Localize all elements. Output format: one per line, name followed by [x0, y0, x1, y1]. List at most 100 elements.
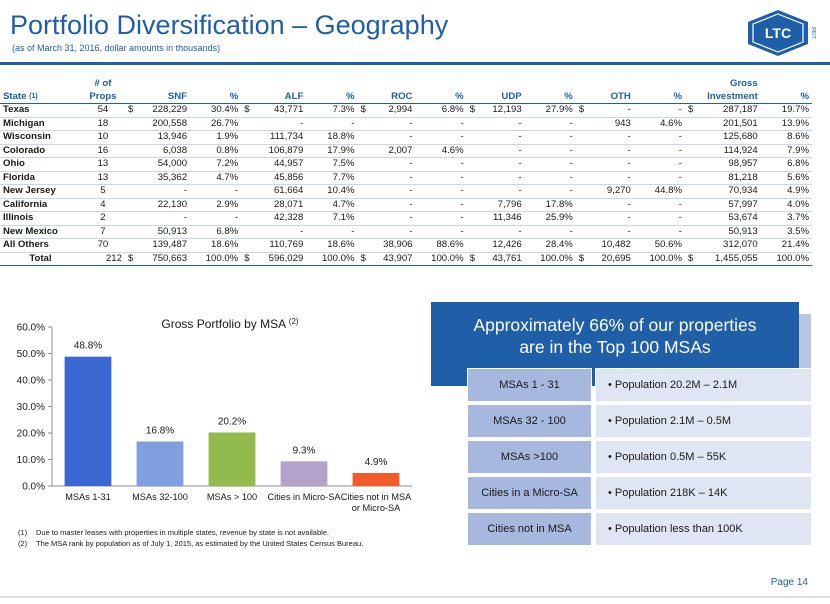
cell-udp-p: - — [524, 225, 576, 239]
cell-snf-p: 6.8% — [190, 225, 242, 239]
bar — [64, 356, 112, 486]
table-row: California 4 22,130 2.9% 28,071 4.7% - -7,796 17… — [0, 198, 812, 212]
cell-alf: 28,071 — [252, 198, 307, 212]
cell-udp: 12,426 — [477, 238, 525, 253]
cell-snf: 22,130 — [136, 198, 191, 212]
msa-population: • Population 20.2M – 2.1M — [595, 368, 812, 402]
cell-snf-p: - — [190, 184, 242, 199]
cell-alf-p: 7.1% — [306, 211, 358, 226]
cell-snf-c — [124, 211, 137, 226]
cell-udp: - — [477, 130, 525, 145]
cell-alf: 44,957 — [252, 157, 307, 172]
cell-gi-p: 5.6% — [760, 171, 812, 185]
cell-roc: - — [368, 225, 416, 239]
cell-state: Colorado — [0, 144, 81, 158]
column-header-top — [306, 78, 357, 91]
cell-snf-c — [124, 238, 137, 253]
x-tick-label: MSAs 32-100 — [132, 492, 188, 502]
cell-roc-p: 6.8% — [415, 103, 467, 118]
cell-snf-c — [124, 130, 137, 145]
cell-gi: 201,501 — [696, 117, 761, 131]
state-header-footnote-ref: (1) — [29, 92, 38, 100]
cell-oth-c: $ — [575, 103, 587, 118]
cell-udp-p: - — [524, 171, 576, 185]
cell-udp-c — [466, 211, 478, 226]
cell-gi: 98,957 — [696, 157, 761, 172]
cell-alf-c: $ — [241, 251, 253, 266]
cell-oth-p: - — [633, 103, 685, 118]
y-tick-label: 30.0% — [17, 402, 45, 413]
cell-alf-c — [241, 198, 253, 212]
cell-gi: 312,070 — [696, 238, 761, 253]
geography-table: # of Gross State (1) Props SNF% ALF% ROC% UDP%… — [0, 78, 812, 266]
column-header: OTH — [575, 90, 634, 104]
cell-alf-p: 7.7% — [306, 171, 358, 185]
cell-oth: - — [586, 130, 634, 145]
cell-roc: 38,906 — [368, 238, 416, 253]
cell-oth-p: 100.0% — [633, 251, 685, 266]
cell-roc: 2,994 — [368, 103, 416, 118]
column-header: SNF — [124, 90, 191, 104]
column-header-top — [467, 78, 525, 91]
table-body: Texas 54 $228,229 30.4% $43,771 7.3% $2,994 6.8… — [0, 103, 812, 266]
column-header-top — [241, 78, 306, 91]
cell-oth-p: - — [633, 157, 685, 172]
cell-snf-c — [124, 198, 137, 212]
table-row: Colorado 16 6,038 0.8% 106,879 17.9% 2,007 4.6%… — [0, 144, 812, 158]
cell-alf-c — [241, 238, 253, 253]
cell-gi-p: 6.8% — [760, 157, 812, 172]
cell-oth: - — [586, 171, 634, 185]
cell-roc-c — [357, 171, 369, 185]
cell-udp-c — [466, 198, 478, 212]
cell-alf-c: $ — [241, 103, 253, 118]
cell-alf-c — [241, 130, 253, 145]
column-header-top — [576, 78, 634, 91]
footnote-2: (2) The MSA rank by population as of July… — [18, 539, 364, 548]
bar-value-label: 4.9% — [365, 457, 388, 468]
cell-oth: 943 — [586, 117, 634, 131]
table-row: Michigan 18 200,558 26.7% - - - - - -943 4.6% 201,5… — [0, 117, 812, 131]
msa-label: MSAs >100 — [467, 440, 592, 474]
column-header-top — [415, 78, 466, 91]
y-tick-label: 10.0% — [17, 455, 45, 466]
cell-snf-c — [124, 225, 137, 239]
footnote-1: (1) Due to master leases with properties … — [18, 528, 330, 537]
cell-roc-p: - — [415, 157, 467, 172]
cell-snf-p: 2.9% — [190, 198, 242, 212]
cell-state: Florida — [0, 171, 81, 185]
cell-state: New Jersey — [0, 184, 81, 199]
cell-snf-p: - — [190, 211, 242, 226]
cell-props: 10 — [80, 130, 125, 145]
cell-oth-p: 50.6% — [633, 238, 685, 253]
cell-snf: 139,487 — [136, 238, 191, 253]
table-row: New Mexico 7 50,913 6.8% - - - - - - - -50,913 3.5% — [0, 225, 812, 239]
cell-oth-c — [575, 130, 587, 145]
cell-udp-c — [466, 238, 478, 253]
msa-label: MSAs 1 - 31 — [467, 368, 592, 402]
cell-roc-p: - — [415, 130, 467, 145]
cell-udp-c — [466, 184, 478, 199]
cell-oth: - — [586, 144, 634, 158]
cell-gi: 50,913 — [696, 225, 761, 239]
msa-row: MSAs 1 - 31 • Population 20.2M – 2.1M — [467, 368, 812, 402]
cell-snf: 50,913 — [136, 225, 191, 239]
msa-label: Cities in a Micro-SA — [467, 476, 592, 510]
cell-snf-p: 26.7% — [190, 117, 242, 131]
cell-alf: - — [252, 117, 307, 131]
msa-population: • Population 0.5M – 55K — [595, 440, 812, 474]
footer-rule — [0, 596, 830, 598]
cell-roc: - — [368, 157, 416, 172]
table-header: State (1) Props SNF% ALF% ROC% UDP% OTH% Invest… — [0, 90, 812, 104]
y-tick-label: 60.0% — [17, 323, 45, 334]
cell-alf-p: 100.0% — [306, 251, 358, 266]
cell-state: Michigan — [0, 117, 81, 131]
cell-roc-p: 4.6% — [415, 144, 467, 158]
cell-roc-p: - — [415, 117, 467, 131]
x-tick-label: Cities not in MSA — [341, 492, 412, 502]
cell-state: Texas — [0, 103, 81, 118]
cell-snf: 54,000 — [136, 157, 191, 172]
cell-udp-p: - — [524, 130, 576, 145]
cell-gi-c — [685, 184, 697, 199]
cell-gi-p: 4.9% — [760, 184, 812, 199]
cell-alf: 111,734 — [252, 130, 307, 145]
